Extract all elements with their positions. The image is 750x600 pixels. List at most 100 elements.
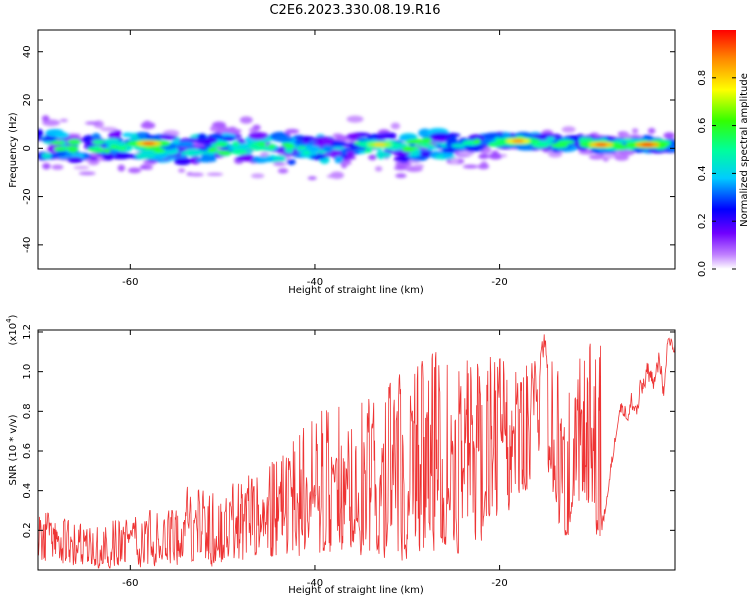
spectrogram-halo-blob <box>346 115 364 123</box>
spectrogram-halo-blob <box>488 153 503 160</box>
snr-xtick-label: -60 <box>122 578 138 589</box>
spectrogram-halo-blob <box>393 166 408 171</box>
spectrogram-halo-blob <box>41 115 50 122</box>
spectrogram-core-blob <box>53 146 67 152</box>
snr-series-line <box>38 334 675 569</box>
snr-scale-label: (x104) <box>5 314 19 345</box>
spectrogram-band-blob <box>41 152 52 159</box>
spectrogram-band-blob <box>256 156 274 163</box>
spectrogram-band-blob <box>331 140 347 146</box>
spectrogram-core-blob <box>451 143 466 148</box>
spectrogram-core-blob <box>417 144 427 148</box>
spectrogram-blobs <box>38 115 675 180</box>
spectrogram-core-blob <box>92 139 105 145</box>
spectrogram-halo-blob <box>206 172 224 176</box>
spectrogram-halo-blob <box>462 164 479 169</box>
colorbar-tick-label: 0.4 <box>697 165 708 181</box>
colorbar: 0.0 0.2 0.4 0.6 0.8 Normalized spectral ampl… <box>697 30 750 277</box>
spectrogram-halo-blob <box>414 164 425 168</box>
snr-ytick-label: 1.2 <box>22 324 33 340</box>
spectrogram-halo-blob <box>209 125 218 132</box>
spectrogram-band-blob <box>195 157 217 163</box>
spectrogram-peak-core <box>641 143 654 147</box>
spectrogram-peak-core <box>373 143 386 147</box>
spectrogram-core-blob <box>50 140 65 145</box>
spectrogram-band-blob <box>356 137 370 142</box>
spectrogram-band-blob <box>220 136 236 142</box>
spectrogram-ytick-label: 0 <box>22 145 33 151</box>
snr-ytick-label: 0.4 <box>22 483 33 499</box>
spectrogram-core-blob <box>250 147 267 151</box>
spectrogram-peak-core <box>595 143 608 147</box>
spectrogram-band-blob <box>102 152 115 161</box>
spectrogram-halo-blob <box>277 168 289 174</box>
spectrogram-core-blob <box>103 148 111 154</box>
spectrogram-core-blob <box>207 147 216 153</box>
spectrogram-xtick-label: -40 <box>307 277 323 288</box>
spectrogram-band-blob <box>54 132 70 139</box>
spectrogram-core-blob <box>247 144 260 148</box>
spectrogram-halo-blob <box>390 122 401 130</box>
spectrogram-band-blob <box>41 136 57 142</box>
spectrogram-band-blob <box>442 152 453 159</box>
spectrogram-band-blob <box>294 139 304 145</box>
spectrogram-band-blob <box>346 133 361 140</box>
spectrogram-core-blob <box>405 139 423 144</box>
spectrogram-band-blob <box>273 135 294 143</box>
spectrogram-band-blob <box>286 159 296 165</box>
spectrogram-halo-blob <box>239 116 253 124</box>
snr-scale-close: ) <box>8 314 19 318</box>
spectrogram-band-blob <box>239 153 254 162</box>
spectrogram-core-blob <box>296 148 309 153</box>
spectrogram-band-blob <box>38 129 44 138</box>
spectrogram-band-blob <box>119 154 139 159</box>
colorbar-tick-label: 0.0 <box>697 261 708 277</box>
spectrogram-core-blob <box>67 139 81 145</box>
colorbar-gradient <box>712 30 736 269</box>
spectrogram-band-blob <box>442 147 454 154</box>
snr-scale-base: (x10 <box>8 323 19 346</box>
spectrogram-halo-blob <box>477 163 490 170</box>
spectrogram-halo-blob <box>478 153 490 159</box>
spectrogram-axes: -60 -40 -20 -40 -20 0 20 40 <box>22 30 675 288</box>
spectrogram-ylabel: Frequency (Hz) <box>8 112 19 188</box>
spectrogram-core-blob <box>231 149 248 156</box>
spectrogram-core-blob <box>317 150 327 154</box>
snr-panel: -60 -40 -20 0.2 0.4 0.6 0.8 1.0 1.2 Height of st… <box>5 314 676 596</box>
spectrogram-core-blob <box>140 150 155 154</box>
spectrogram-core-blob <box>531 142 550 148</box>
spectrogram-band-blob <box>301 139 310 144</box>
spectrogram-halo-blob <box>603 152 615 159</box>
spectrogram-xtick-label: -60 <box>122 277 138 288</box>
spectrogram-band-blob <box>376 150 386 160</box>
spectrogram-band-blob <box>108 131 119 141</box>
colorbar-tick-label: 0.6 <box>697 118 708 134</box>
colorbar-tick-label: 0.8 <box>697 70 708 86</box>
snr-xlabel: Height of straight line (km) <box>288 585 424 596</box>
spectrogram-ytick-label: -40 <box>22 237 33 253</box>
spectrogram-band-blob <box>274 154 287 162</box>
spectrogram-peak-core <box>142 141 155 145</box>
spectrogram-halo-blob <box>128 167 142 174</box>
spectrogram-ytick-label: 20 <box>22 94 33 107</box>
spectrogram-band-blob <box>67 156 84 164</box>
spectrogram-halo-blob <box>42 162 51 170</box>
snr-axes: -60 -40 -20 0.2 0.4 0.6 0.8 1.0 1.2 <box>22 324 675 589</box>
spectrogram-band-blob <box>173 157 192 166</box>
spectrogram-band-blob <box>385 132 397 140</box>
spectrogram-band-blob <box>121 132 134 138</box>
spectrogram-halo-blob <box>252 124 261 131</box>
spectrogram-halo-blob <box>178 168 186 173</box>
spectrogram-core-blob <box>487 143 498 147</box>
spectrogram-halo-blob <box>251 173 265 179</box>
spectrogram-halo-blob <box>285 129 300 134</box>
spectrogram-halo-blob <box>663 132 675 139</box>
spectrogram-core-blob <box>267 144 276 149</box>
spectrogram-halo-blob <box>84 121 100 125</box>
spectrogram-halo-blob <box>307 176 317 180</box>
spectrogram-halo-blob <box>374 166 383 172</box>
spectrogram-core-blob <box>93 145 101 150</box>
snr-ytick-label: 0.2 <box>22 522 33 538</box>
spectrogram-core-blob <box>285 148 294 154</box>
spectrogram-frame <box>37 29 676 270</box>
